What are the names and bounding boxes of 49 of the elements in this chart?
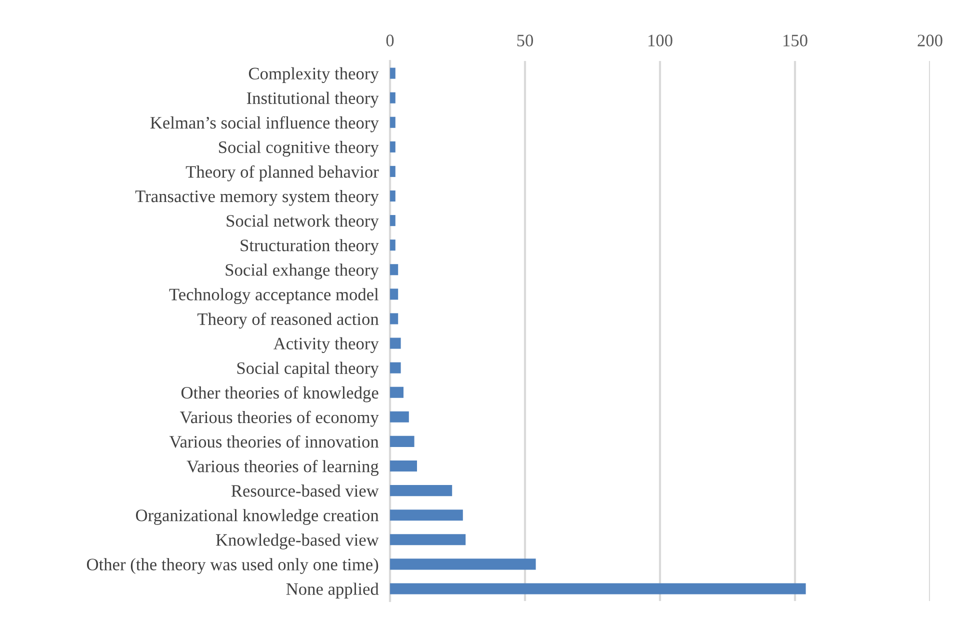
- bar: [390, 362, 401, 374]
- bar: [390, 68, 396, 79]
- bar: [390, 264, 398, 276]
- bar: [390, 313, 398, 324]
- y-tick-label: Social exhange theory: [226, 264, 379, 280]
- y-tick-label: Activity theory: [273, 337, 379, 354]
- y-tick-label: Transactive memory system theory: [135, 190, 379, 206]
- y-tick-label: Other theories of knowledge: [181, 386, 378, 402]
- y-tick-label: Resource-based view: [231, 484, 379, 497]
- y-tick-label: Knowledge-based view: [216, 534, 379, 550]
- y-tick-label: Social cognitive theory: [219, 140, 379, 157]
- y-tick-label: Various theories of learning: [186, 460, 379, 476]
- bar: [390, 240, 396, 251]
- y-tick-label: Social network theory: [226, 214, 379, 230]
- y-tick-label: Other (the theory was used only one time): [86, 558, 378, 574]
- bar: [390, 510, 463, 521]
- bar: [390, 116, 396, 128]
- y-tick-label: Institutional theory: [246, 92, 379, 108]
- bar: [390, 288, 398, 300]
- bar: [390, 534, 466, 546]
- y-tick-label: None applied: [286, 582, 379, 598]
- y-tick-label: Various theories of innovation: [169, 435, 379, 448]
- y-tick-label: Theory of reasoned action: [197, 312, 379, 329]
- x-tick-label: 100: [648, 34, 672, 46]
- bar: [390, 92, 396, 104]
- bar: [390, 166, 396, 177]
- bar: [390, 386, 404, 398]
- bar: [390, 338, 401, 349]
- y-tick-label: Social capital theory: [237, 362, 379, 378]
- bar: [390, 190, 396, 202]
- x-tick-label: 200: [918, 34, 942, 46]
- x-tick-label: 0: [386, 34, 394, 46]
- x-tick-label: 150: [784, 34, 808, 46]
- bar: [390, 558, 536, 570]
- bar: [390, 141, 396, 152]
- x-tick-label: 50: [517, 34, 534, 46]
- bar: [390, 215, 396, 226]
- bar: [390, 583, 806, 594]
- bar: [390, 485, 452, 496]
- y-tick-label: Complexity theory: [248, 67, 379, 84]
- y-tick-label: Theory of planned behavior: [186, 165, 379, 182]
- y-tick-label: Organizational knowledge creation: [136, 509, 379, 525]
- y-tick-label: Kelman’s social influence theory: [150, 116, 379, 132]
- y-tick-label: Structuration theory: [240, 239, 379, 255]
- bar: [390, 436, 414, 447]
- bar: [390, 460, 417, 472]
- bar: [390, 411, 409, 422]
- y-tick-label: Technology acceptance model: [169, 288, 379, 304]
- y-tick-label: Various theories of economy: [180, 410, 379, 427]
